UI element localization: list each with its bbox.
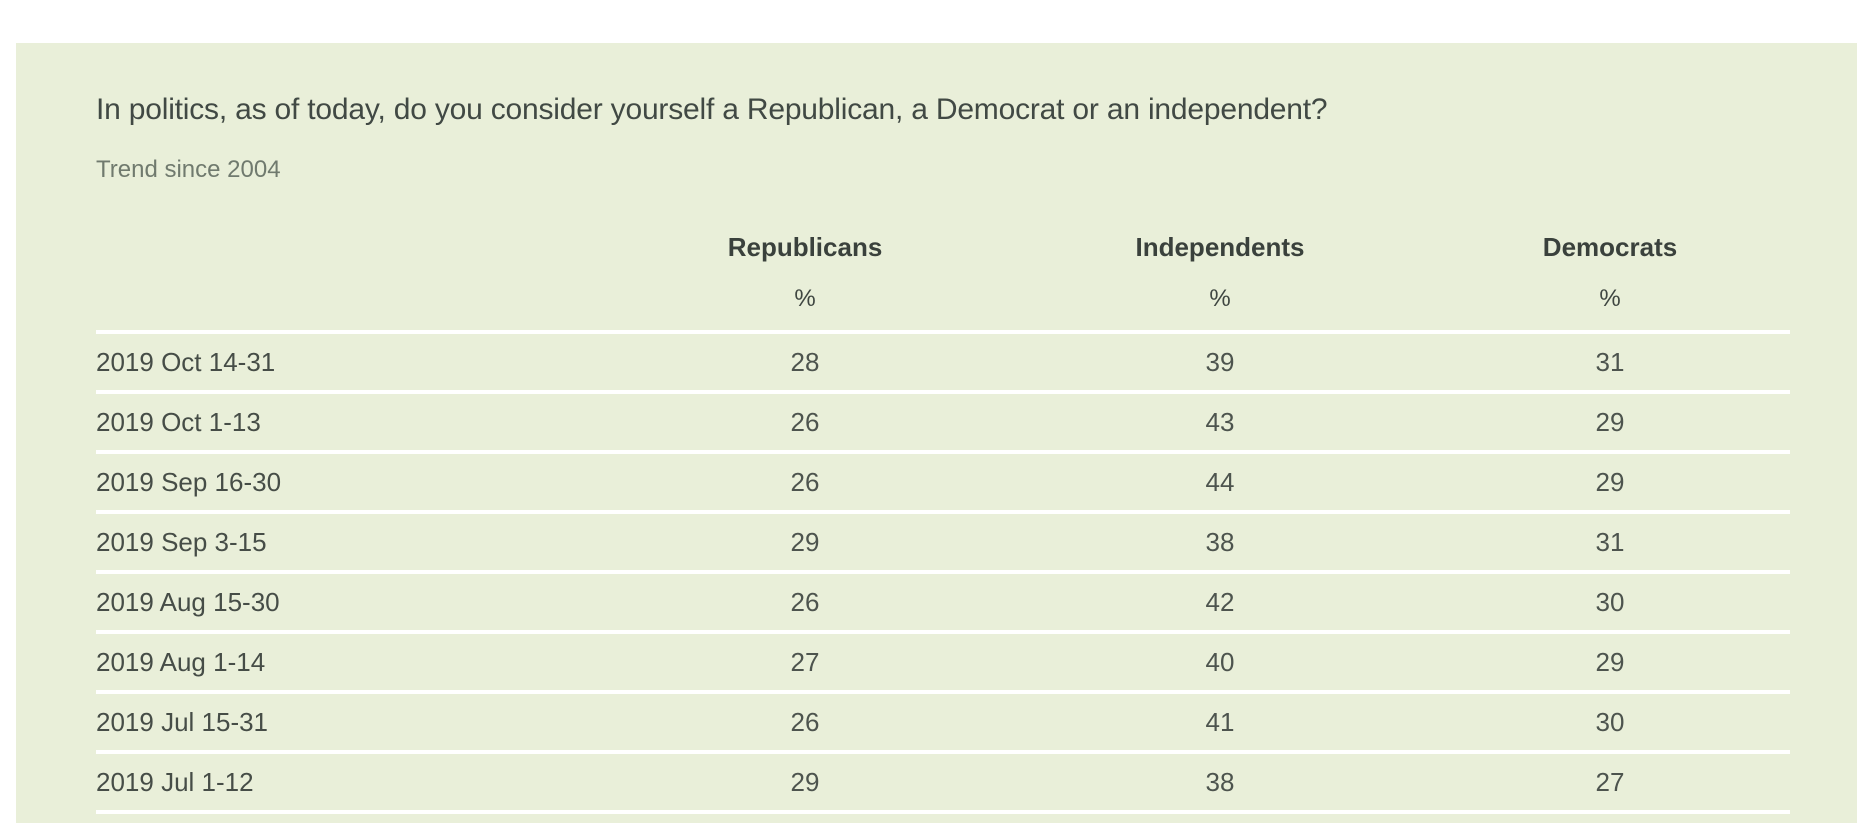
value-democrats: 30 (1595, 587, 1625, 617)
table-body: 2019 Oct 14-31 28 39 31 2019 Oct 1-13 26… (96, 330, 1790, 814)
value-democrats: 27 (1595, 767, 1625, 797)
table-row: 2019 Aug 1-14 27 40 29 (96, 630, 1790, 690)
poll-trend-card: In politics, as of today, do you conside… (16, 43, 1857, 823)
value-republicans: 27 (790, 647, 820, 677)
value-independents: 42 (1205, 587, 1235, 617)
table-header-row: Republicans Independents Democrats (96, 229, 1790, 265)
table-row: 2019 Oct 14-31 28 39 31 (96, 330, 1790, 390)
value-democrats: 31 (1595, 347, 1625, 377)
value-independents: 38 (1205, 527, 1235, 557)
table-row: 2019 Aug 15-30 26 42 30 (96, 570, 1790, 630)
value-independents: 40 (1205, 647, 1235, 677)
question-title: In politics, as of today, do you conside… (96, 93, 1328, 126)
corner-cell (96, 229, 600, 265)
row-date: 2019 Sep 16-30 (96, 467, 282, 497)
value-republicans: 26 (790, 587, 820, 617)
value-republicans: 28 (790, 347, 820, 377)
value-independents: 39 (1205, 347, 1235, 377)
value-republicans: 29 (790, 527, 820, 557)
value-independents: 41 (1205, 707, 1235, 737)
value-democrats: 29 (1595, 407, 1625, 437)
value-republicans: 29 (790, 767, 820, 797)
table-row: 2019 Jul 15-31 26 41 30 (96, 690, 1790, 750)
unit-spacer (96, 283, 600, 315)
column-header-republicans: Republicans (727, 232, 883, 262)
table-row: 2019 Jul 1-12 29 38 27 (96, 750, 1790, 810)
trend-subtitle: Trend since 2004 (96, 156, 281, 183)
row-date: 2019 Oct 1-13 (96, 407, 261, 437)
value-independents: 38 (1205, 767, 1235, 797)
value-democrats: 31 (1595, 527, 1625, 557)
row-date: 2019 Jul 1-12 (96, 767, 254, 797)
value-democrats: 29 (1595, 467, 1625, 497)
unit-percent-republicans: % (794, 285, 816, 312)
row-date: 2019 Aug 1-14 (96, 647, 266, 677)
row-date: 2019 Oct 14-31 (96, 347, 276, 377)
unit-percent-democrats: % (1599, 285, 1621, 312)
value-republicans: 26 (790, 407, 820, 437)
unit-row: % % % (96, 283, 1790, 315)
column-header-independents: Independents (1135, 232, 1305, 262)
value-democrats: 29 (1595, 647, 1625, 677)
value-independents: 43 (1205, 407, 1235, 437)
unit-percent-independents: % (1209, 285, 1231, 312)
value-independents: 44 (1205, 467, 1235, 497)
table-row: 2019 Sep 3-15 29 38 31 (96, 510, 1790, 570)
table-row: 2019 Sep 16-30 26 44 29 (96, 450, 1790, 510)
value-republicans: 26 (790, 707, 820, 737)
row-date: 2019 Aug 15-30 (96, 587, 280, 617)
table-row: 2019 Oct 1-13 26 43 29 (96, 390, 1790, 450)
value-republicans: 26 (790, 467, 820, 497)
row-date: 2019 Sep 3-15 (96, 527, 267, 557)
value-democrats: 30 (1595, 707, 1625, 737)
row-date: 2019 Jul 15-31 (96, 707, 269, 737)
column-header-democrats: Democrats (1542, 232, 1678, 262)
